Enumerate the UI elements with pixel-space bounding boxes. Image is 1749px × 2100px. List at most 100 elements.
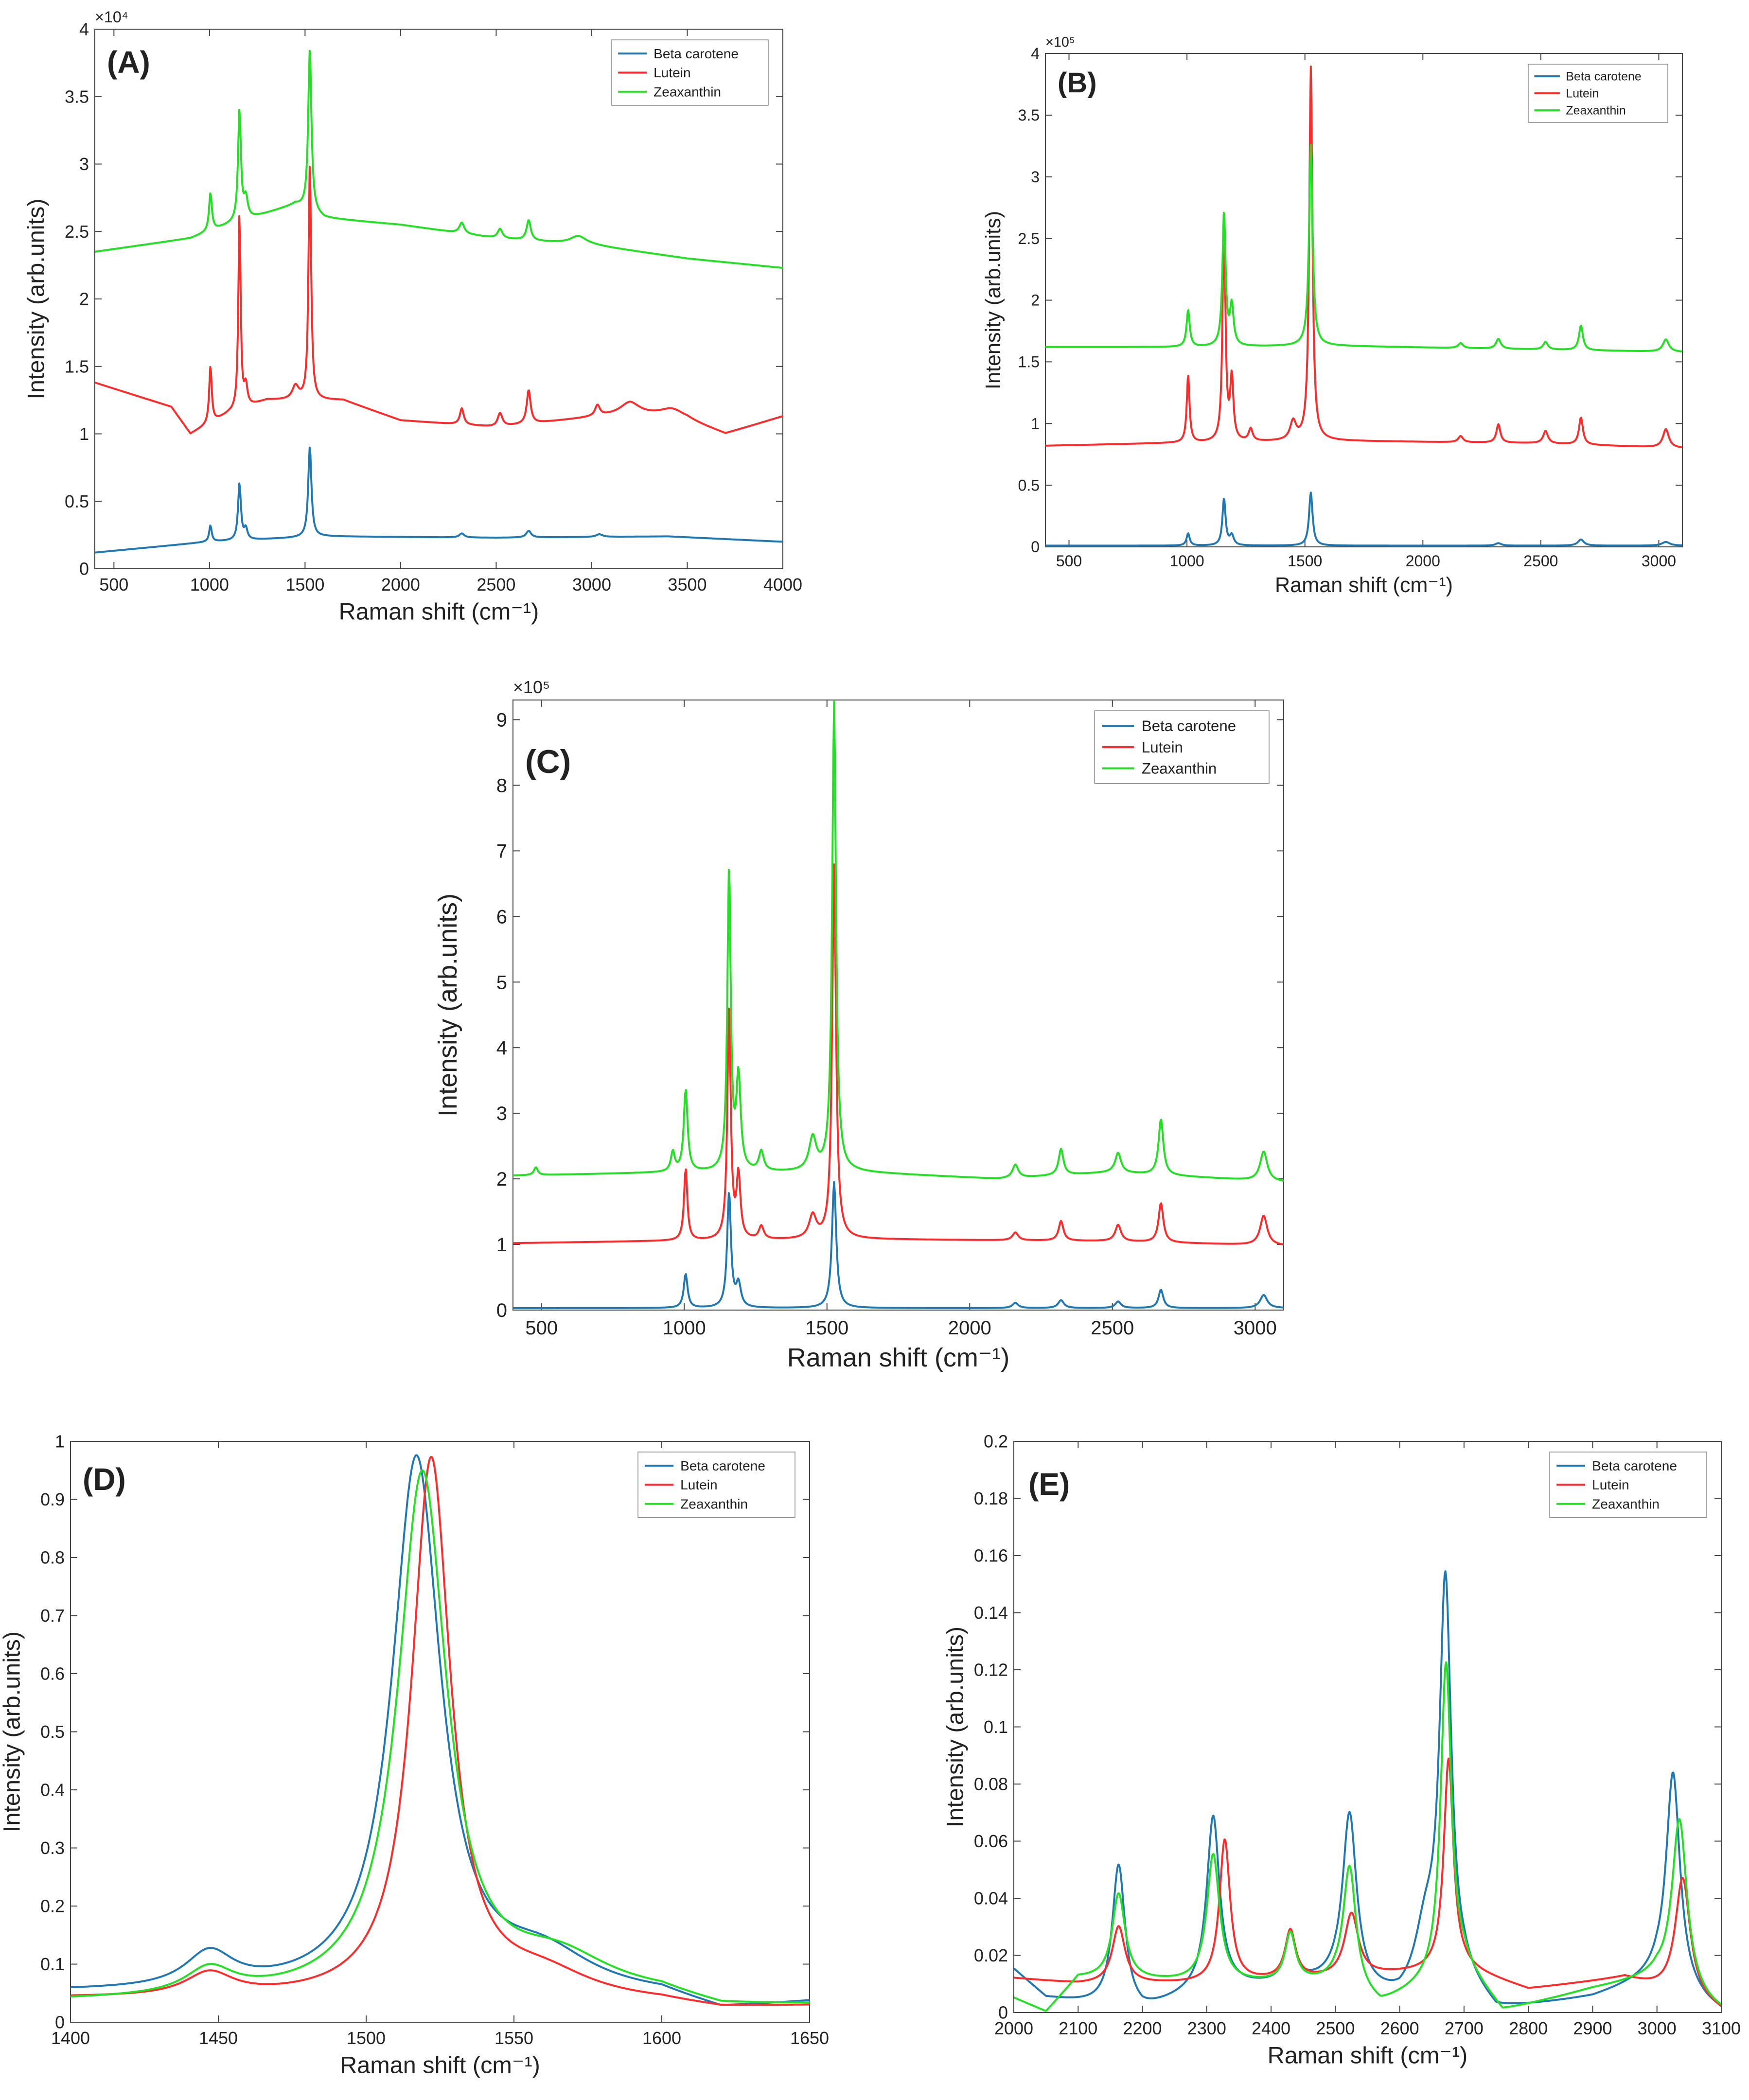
- legend-entry: Zeaxanthin: [654, 85, 721, 100]
- y-tick-label: 1.5: [65, 356, 89, 376]
- x-tick-label: 1000: [663, 1317, 706, 1339]
- x-tick-label: 2500: [1316, 2018, 1355, 2038]
- x-axis-label: Raman shift (cm⁻¹): [340, 2052, 540, 2078]
- panel-label: (A): [107, 45, 150, 80]
- x-tick-label: 1550: [495, 2028, 533, 2048]
- y-tick-label: 4: [1031, 45, 1040, 62]
- y-tick-label: 9: [496, 709, 507, 731]
- x-tick-label: 2500: [1523, 552, 1558, 570]
- y-tick-label: 7: [496, 840, 507, 862]
- y-tick-label: 0.9: [40, 1489, 65, 1509]
- y-tick-label: 2.5: [1018, 230, 1040, 247]
- y-tick-label: 1: [55, 1432, 65, 1452]
- plot-area: [1013, 1441, 1722, 2013]
- panel-e: 2000 2100 2200 2300 2400 2500 2600 2700 2800 2900…: [942, 1432, 1741, 2069]
- y-tick-label: 0.2: [984, 1432, 1008, 1452]
- y-tick-label: 0.18: [974, 1488, 1008, 1508]
- legend-entry: Zeaxanthin: [680, 1497, 748, 1512]
- y-tick-label: 0.5: [65, 491, 89, 511]
- y-tick-label: 0: [79, 559, 89, 579]
- series-group: [1045, 65, 1682, 547]
- x-tick-label: 500: [525, 1317, 558, 1339]
- legend-entry: Beta carotene: [1142, 718, 1236, 735]
- legend: Beta carotene Lutein Zeaxanthin: [637, 1452, 795, 1518]
- series-line-zeaxanthin: [95, 50, 783, 269]
- x-axis-label: Raman shift (cm⁻¹): [339, 598, 539, 625]
- y-tick-label: 0.06: [974, 1831, 1008, 1851]
- series-line-beta-carotene: [71, 1454, 810, 2006]
- y-tick-label: 4: [496, 1037, 507, 1059]
- x-tick-label: 3000: [1638, 2018, 1677, 2038]
- x-tick-label: 1400: [51, 2028, 90, 2048]
- series-line-lutein: [1045, 65, 1682, 449]
- series-line-zeaxanthin: [513, 700, 1284, 1182]
- y-tick-label: 4: [79, 19, 89, 39]
- legend-entry: Beta carotene: [1592, 1458, 1677, 1473]
- series-line-beta-carotene: [1045, 491, 1682, 547]
- legend-entry: Lutein: [1142, 739, 1183, 756]
- y-tick-label: 0.8: [40, 1548, 65, 1568]
- y-tick-label: 0: [998, 2003, 1008, 2023]
- x-axis-label: Raman shift (cm⁻¹): [1275, 574, 1453, 597]
- legend-entry: Zeaxanthin: [1142, 760, 1217, 777]
- y-axis-label: Intensity (arb.units): [982, 211, 1005, 389]
- x-tick-label: 1500: [805, 1317, 848, 1339]
- y-tick-label: 1: [496, 1234, 507, 1256]
- y-tick-label: 1: [1031, 415, 1040, 432]
- series-group: [95, 50, 783, 554]
- legend-entry: Beta carotene: [654, 46, 739, 61]
- axis-multiplier: ×10⁵: [513, 677, 550, 697]
- x-tick-label: 1600: [642, 2028, 681, 2048]
- x-tick-label: 2200: [1123, 2018, 1162, 2038]
- legend: Beta carotene Lutein Zeaxanthin: [1549, 1452, 1707, 1518]
- panel-label: (D): [83, 1462, 126, 1497]
- series-line-beta-carotene: [1014, 1570, 1721, 2007]
- legend-entry: Lutein: [1566, 87, 1599, 101]
- x-tick-label: 1500: [347, 2028, 386, 2048]
- y-axis-label: Intensity (arb.units): [23, 198, 50, 399]
- x-tick-label: 3000: [1642, 552, 1676, 570]
- plot-area: [1045, 53, 1683, 547]
- y-tick-label: 1.5: [1018, 353, 1040, 371]
- x-axis-label: Raman shift (cm⁻¹): [787, 1343, 1010, 1372]
- x-tick-label: 2000: [948, 1317, 991, 1339]
- series-line-lutein: [95, 165, 783, 435]
- y-tick-label: 0: [496, 1300, 507, 1321]
- panel-label: (E): [1028, 1467, 1070, 1502]
- x-tick-label: 500: [1056, 552, 1082, 570]
- series-line-zeaxanthin: [71, 1469, 810, 2004]
- y-tick-label: 3: [79, 154, 89, 174]
- legend: Beta carotene Lutein Zeaxanthin: [1528, 64, 1668, 123]
- y-tick-label: 5: [496, 972, 507, 993]
- x-tick-label: 1650: [790, 2028, 829, 2048]
- x-tick-label: 2900: [1573, 2018, 1612, 2038]
- x-tick-label: 1500: [285, 575, 324, 595]
- y-tick-label: 3.5: [1018, 106, 1040, 124]
- x-axis-label: Raman shift (cm⁻¹): [1268, 2042, 1468, 2068]
- axis-multiplier: ×10⁵: [1045, 35, 1075, 50]
- x-tick-label: 4000: [763, 575, 802, 595]
- y-tick-label: 0.5: [1018, 476, 1040, 494]
- legend-entry: Lutein: [680, 1477, 718, 1492]
- y-tick-label: 0.7: [40, 1606, 65, 1626]
- x-tick-label: 2000: [1406, 552, 1440, 570]
- x-tick-label: 2800: [1509, 2018, 1548, 2038]
- x-tick-label: 500: [99, 575, 128, 595]
- y-axis-label: Intensity (arb.units): [0, 1631, 25, 1832]
- series-line-lutein: [71, 1456, 810, 2006]
- legend-entry: Beta carotene: [1566, 70, 1641, 84]
- series-group: [513, 700, 1284, 1309]
- y-tick-label: 0.6: [40, 1664, 65, 1684]
- x-tick-label: 2600: [1380, 2018, 1419, 2038]
- x-tick-label: 2500: [1091, 1317, 1134, 1339]
- y-tick-label: 2: [79, 289, 89, 309]
- x-tick-label: 3000: [1234, 1317, 1277, 1339]
- y-tick-label: 0.2: [40, 1896, 65, 1916]
- y-tick-label: 6: [496, 906, 507, 928]
- y-axis-label: Intensity (arb.units): [433, 893, 462, 1117]
- x-tick-label: 2700: [1445, 2018, 1484, 2038]
- panel-d: 1400 1450 1500 1550 1600 1650 0 0.1 0.2 0.3 0.4 0.5…: [0, 1432, 829, 2079]
- y-tick-label: 0.02: [974, 1945, 1008, 1965]
- y-tick-label: 3.5: [65, 87, 89, 106]
- axis-multiplier: ×10⁴: [95, 8, 128, 26]
